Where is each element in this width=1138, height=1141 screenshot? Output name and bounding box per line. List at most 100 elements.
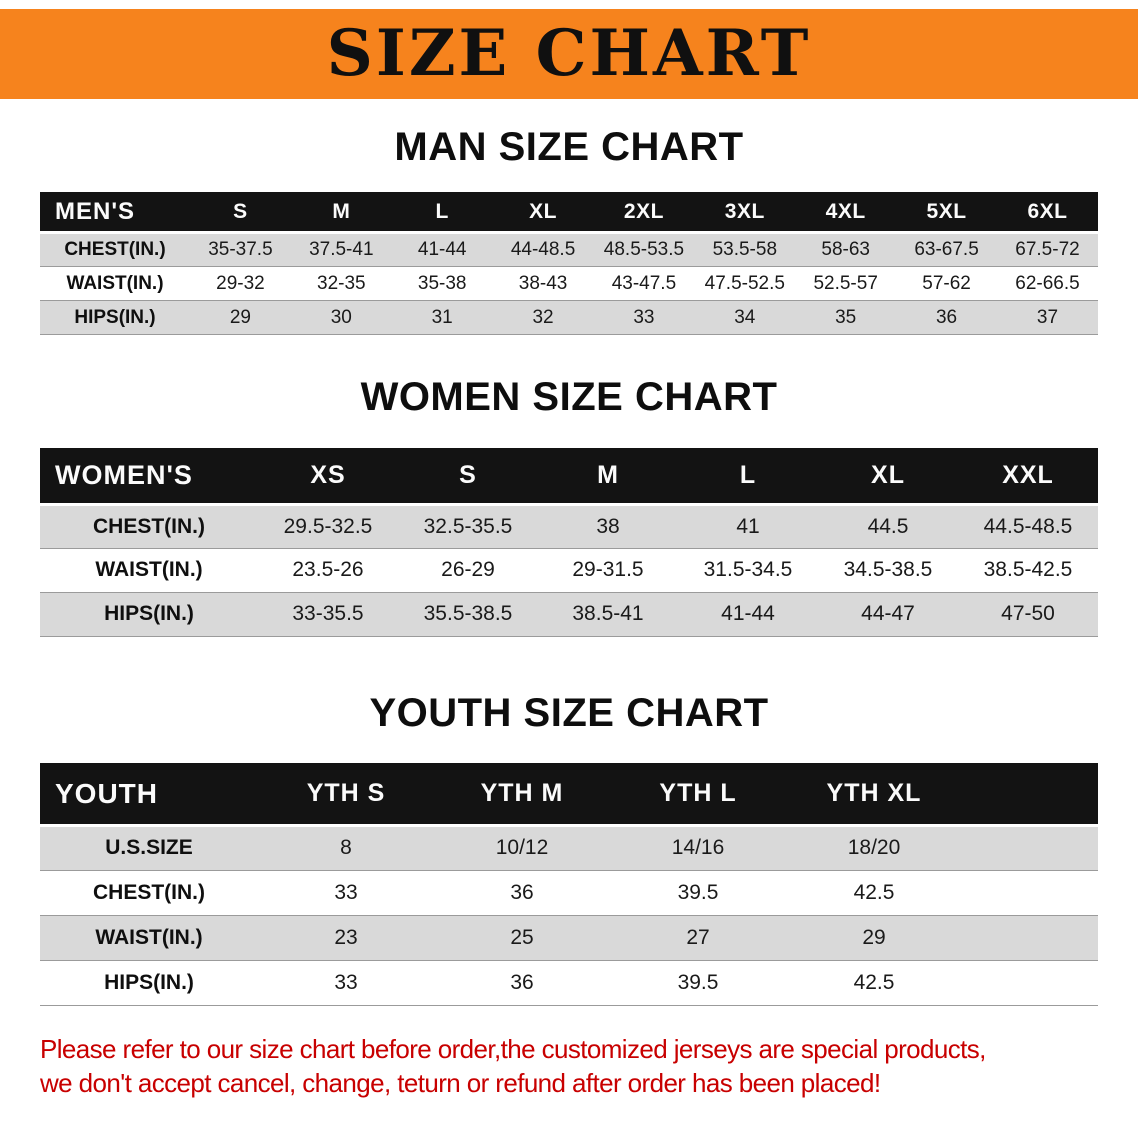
size-header-cell: M [538,448,678,505]
value-cell: 8 [340,836,352,860]
size-header-cell: M [290,191,392,233]
table-row: CHEST(IN.) 33 36 39.5 42.5 [40,870,1098,916]
title-banner: SIZE CHART [0,9,1138,99]
value-cell: 44.5-48.5 [983,514,1073,538]
table-row: HIPS(IN.) 29 30 31 32 33 34 35 36 37 [40,300,1098,335]
value-cell: 39.5 [677,970,719,994]
size-header-cell: YTH S [258,763,434,826]
value-cell: 32 [532,306,554,328]
value-cell: 57-62 [922,272,971,294]
value-cell: 35-38 [417,272,467,294]
table-row: WAIST(IN.) 23 25 27 29 [40,915,1098,961]
row-label-cell: WAIST(IN.) [66,272,164,294]
value-cell: 32-35 [317,272,366,294]
youth-size-table: YOUTH YTH S YTH M YTH L YTH XL U.S.SIZE 8 10/12… [40,763,1098,1006]
value-cell: 39.5 [677,880,719,904]
row-label-cell: CHEST(IN.) [64,239,166,261]
value-cell: 29-31.5 [572,558,644,582]
value-cell: 52.5-57 [813,272,878,294]
man-size-section: MAN SIZE CHART MEN'S S M L XL 2XL 3XL 4XL 5XL 6XL… [0,125,1138,335]
size-header-cell: L [391,191,493,233]
table-row: CHEST(IN.) 29.5-32.5 32.5-35.5 38 41 44.5 44.5… [40,504,1098,549]
size-header-cell: 2XL [593,191,695,233]
value-cell: 29 [229,306,251,328]
value-cell: 33 [334,880,358,904]
value-cell: 41-44 [417,239,467,261]
size-header-cell: 5XL [896,191,997,233]
value-cell: 35-37.5 [208,239,273,261]
table-title-cell: WOMEN'S [40,448,258,505]
size-header-cell: S [190,191,291,233]
value-cell: 42.5 [853,880,895,904]
size-header-cell: 3XL [694,191,796,233]
value-cell: 36 [510,970,534,994]
youth-size-heading: YOUTH SIZE CHART [369,690,769,735]
row-label-cell: WAIST(IN.) [95,558,203,582]
womens-size-table: WOMEN'S XS S M L XL XXL CHEST(IN.) 29.5-32.5 32.5… [40,448,1098,637]
value-cell: 29 [862,925,886,949]
table-header-row: MEN'S S M L XL 2XL 3XL 4XL 5XL 6XL [40,191,1098,233]
value-cell: 47-50 [1001,602,1055,626]
disclaimer-line-2: we don't accept cancel, change, teturn o… [40,1068,881,1099]
value-cell: 34.5-38.5 [843,558,933,582]
value-cell [962,870,1098,915]
value-cell: 58-63 [821,239,870,261]
disclaimer-note: Please refer to our size chart before or… [40,1032,1138,1101]
value-cell: 34 [734,306,756,328]
table-row: WAIST(IN.) 23.5-26 26-29 29-31.5 31.5-34.5 34… [40,548,1098,593]
value-cell: 36 [935,306,958,328]
size-header-cell: 4XL [795,191,897,233]
women-size-heading: WOMEN SIZE CHART [360,375,778,420]
value-cell: 31 [431,306,453,328]
women-size-section: WOMEN SIZE CHART WOMEN'S XS S M L XL XXL CHEST(… [0,375,1138,637]
value-cell: 44-48.5 [510,239,576,261]
disclaimer-line-1: Please refer to our size chart before or… [40,1033,986,1064]
value-cell: 35 [835,306,857,328]
size-header-cell: XL [818,448,958,505]
row-label-cell: CHEST(IN.) [93,880,205,904]
size-header-cell: XXL [958,448,1098,505]
value-cell: 26-29 [441,558,495,582]
table-title-cell: YOUTH [40,763,258,826]
size-header-cell: XL [492,191,594,233]
size-header-cell: YTH L [610,763,786,826]
value-cell [962,825,1098,870]
value-cell: 33 [334,970,358,994]
value-cell: 38 [596,514,620,538]
table-row: WAIST(IN.) 29-32 32-35 35-38 38-43 43-47.5 47.… [40,266,1098,301]
value-cell: 30 [330,306,352,328]
value-cell: 38-43 [518,272,568,294]
table-row: U.S.SIZE 8 10/12 14/16 18/20 [40,825,1098,871]
value-cell: 53.5-58 [712,239,778,261]
value-cell: 32.5-35.5 [423,514,513,538]
row-label-cell: HIPS(IN.) [104,970,194,994]
value-cell: 14/16 [671,836,725,860]
size-chart-page: SIZE CHART MAN SIZE CHART MEN'S S M L XL 2XL 3… [0,9,1138,1101]
size-header-cell: L [678,448,818,505]
value-cell: 63-67.5 [914,239,979,261]
page-title: SIZE CHART [326,16,812,91]
value-cell: 33 [633,306,655,328]
value-cell: 42.5 [853,970,895,994]
table-row: HIPS(IN.) 33 36 39.5 42.5 [40,960,1098,1006]
table-row: HIPS(IN.) 33-35.5 35.5-38.5 38.5-41 41-44 44-… [40,592,1098,637]
size-header-cell: YTH M [434,763,610,826]
value-cell: 27 [686,925,710,949]
value-cell: 25 [510,925,534,949]
value-cell: 35.5-38.5 [423,602,513,626]
value-cell: 23.5-26 [292,558,364,582]
value-cell: 10/12 [495,836,549,860]
value-cell [962,915,1098,960]
value-cell: 41 [736,514,760,538]
value-cell: 18/20 [847,836,901,860]
size-header-cell: YTH XL [786,763,962,826]
value-cell: 33-35.5 [292,602,364,626]
man-size-heading: MAN SIZE CHART [394,125,744,169]
youth-size-section: YOUTH SIZE CHART YOUTH YTH S YTH M YTH L YTH… [0,691,1138,1006]
value-cell: 67.5-72 [1015,239,1080,261]
size-header-cell: 6XL [997,191,1098,233]
value-cell: 29.5-32.5 [283,514,373,538]
size-header-cell: XS [258,448,398,505]
value-cell: 47.5-52.5 [704,272,785,294]
value-cell: 41-44 [721,602,775,626]
